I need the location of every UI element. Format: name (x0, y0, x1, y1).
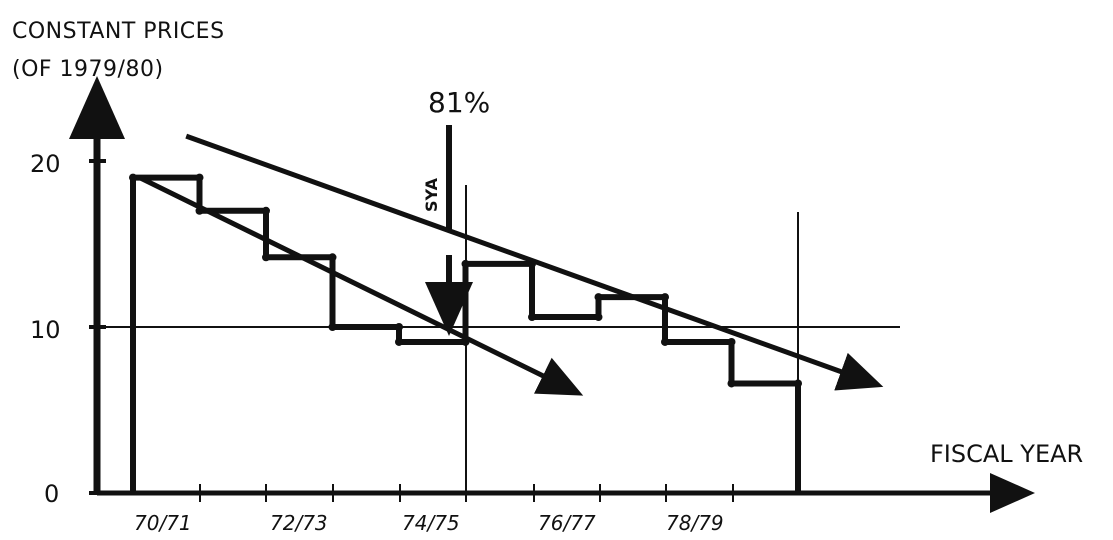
step-series-point (195, 173, 204, 182)
chart-marks (129, 125, 884, 493)
x-tick-label-70-71: 70/71 (134, 511, 192, 535)
step-series-point (594, 293, 603, 302)
axes (69, 76, 1035, 513)
x-tick-label-72-73: 72/73 (270, 511, 328, 535)
y-tick-label-20: 20 (30, 150, 61, 178)
step-series-point (262, 253, 270, 262)
step-series-line (133, 174, 798, 387)
step-series-point (528, 313, 536, 322)
y-axis-label: CONSTANT PRICES (12, 19, 225, 44)
step-series-point (395, 323, 403, 331)
drop-percent-annotation: 81% (428, 86, 490, 119)
trend-line-1 (138, 175, 584, 396)
trend-line-2 (185, 133, 884, 391)
step-series-point (661, 293, 669, 302)
x-tick-label-76-77: 76/77 (538, 511, 596, 535)
step-series-point (727, 379, 736, 388)
step-series-point (727, 337, 736, 346)
step-series-point (594, 313, 603, 322)
step-series-point (461, 259, 470, 268)
y-tick-label-0: 0 (44, 480, 59, 508)
y-tick-label-10: 10 (30, 316, 61, 344)
arrow-label-annotation: SYA (422, 177, 441, 212)
step-series-point (661, 337, 669, 346)
step-series-point (395, 337, 403, 346)
step-series-point (328, 323, 337, 331)
y-axis-sublabel: (OF 1979/80) (12, 57, 164, 82)
step-series-point (794, 379, 802, 388)
step-series-point (328, 253, 337, 262)
x-tick-label-78-79: 78/79 (666, 511, 724, 535)
step-series-point (262, 206, 270, 215)
x-axis-label: FISCAL YEAR (930, 440, 1083, 468)
step-series-point (129, 173, 137, 182)
x-tick-label-74-75: 74/75 (402, 511, 460, 535)
